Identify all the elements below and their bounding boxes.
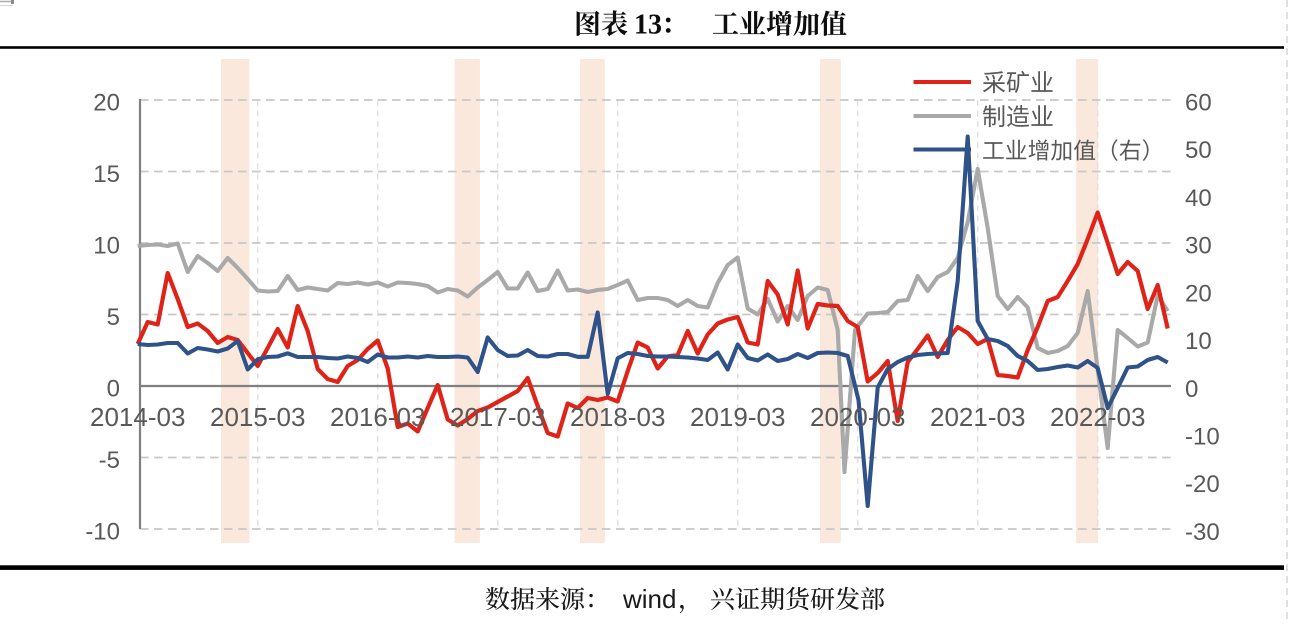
svg-text:50: 50 xyxy=(1185,137,1212,164)
svg-text:0: 0 xyxy=(1185,376,1198,403)
svg-text:2015-03: 2015-03 xyxy=(210,402,305,432)
svg-text:2016-03: 2016-03 xyxy=(330,402,425,432)
svg-text:40: 40 xyxy=(1185,185,1212,212)
svg-text:13: 13 xyxy=(634,10,662,41)
svg-text:20: 20 xyxy=(1185,280,1212,307)
svg-text:15: 15 xyxy=(93,161,120,188)
svg-text:2018-03: 2018-03 xyxy=(570,402,665,432)
svg-text:2021-03: 2021-03 xyxy=(930,402,1025,432)
svg-text:-5: -5 xyxy=(99,447,120,474)
svg-text:-20: -20 xyxy=(1185,471,1220,498)
svg-text:5: 5 xyxy=(107,304,120,331)
svg-text:-10: -10 xyxy=(85,519,120,546)
svg-text:20: 20 xyxy=(93,90,120,117)
svg-text:10: 10 xyxy=(93,233,120,260)
svg-text:2022-03: 2022-03 xyxy=(1050,402,1145,432)
svg-text:2017-03: 2017-03 xyxy=(450,402,545,432)
svg-text:-30: -30 xyxy=(1185,519,1220,546)
svg-text:-10: -10 xyxy=(1185,424,1220,451)
svg-text:0: 0 xyxy=(107,376,120,403)
svg-text:30: 30 xyxy=(1185,233,1212,260)
svg-text:2014-03: 2014-03 xyxy=(90,402,185,432)
svg-text:2019-03: 2019-03 xyxy=(690,402,785,432)
svg-text:wind: wind xyxy=(622,584,676,614)
svg-text:60: 60 xyxy=(1185,90,1212,117)
svg-text:10: 10 xyxy=(1185,328,1212,355)
svg-text:2020-03: 2020-03 xyxy=(810,402,905,432)
